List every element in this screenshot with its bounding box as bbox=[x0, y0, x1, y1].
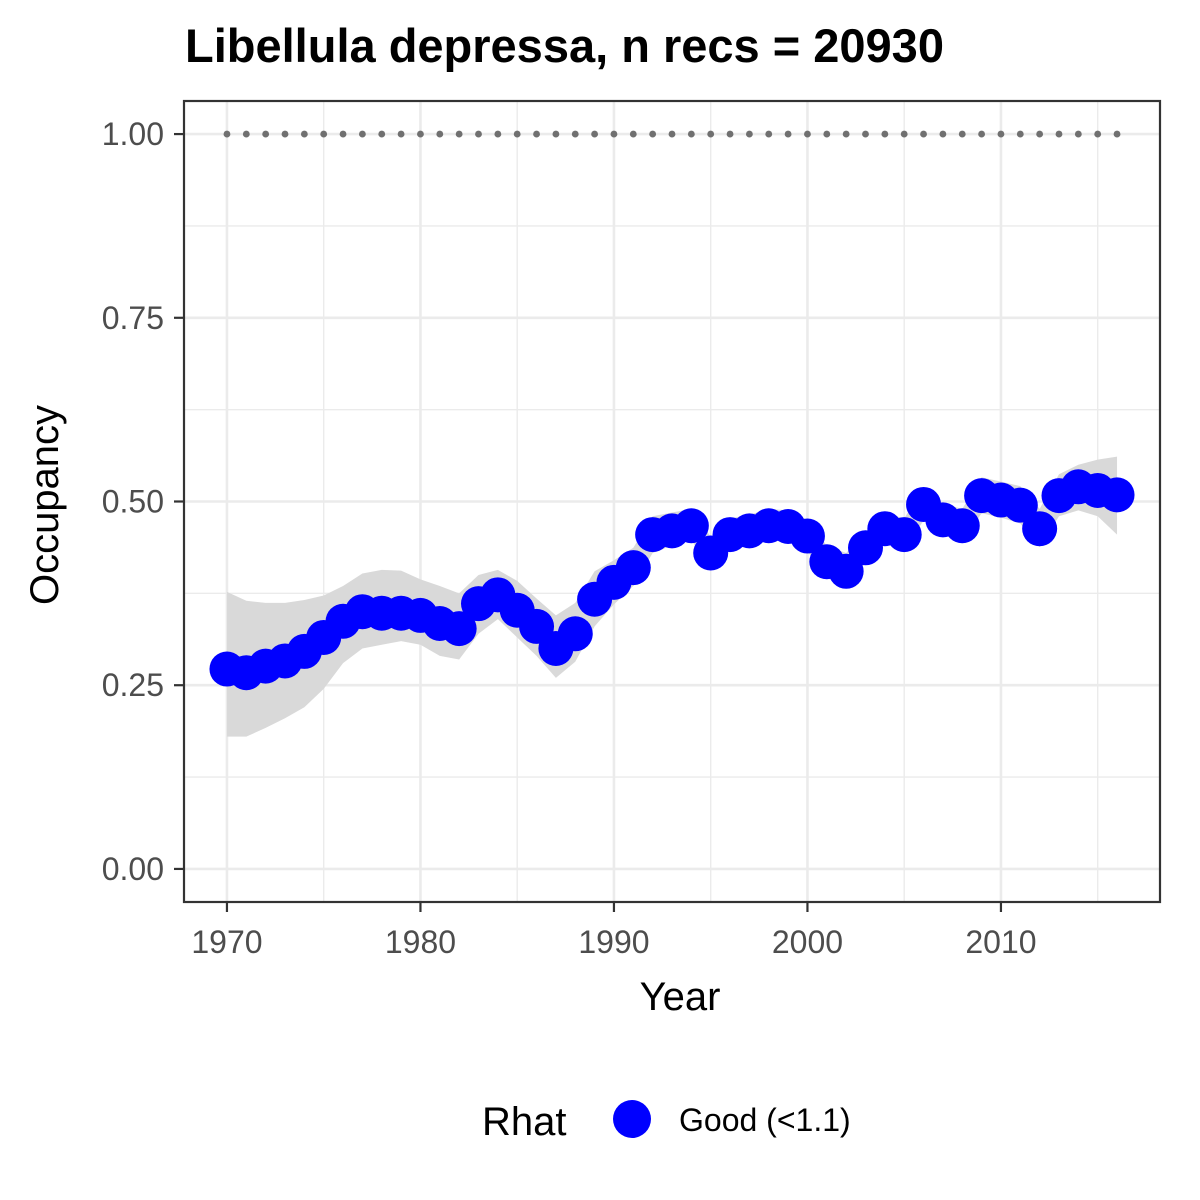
occupancy-point bbox=[789, 518, 825, 554]
y-axis-title: Occupancy bbox=[23, 405, 67, 605]
reference-line-dot bbox=[687, 130, 695, 138]
occupancy-point bbox=[1022, 511, 1058, 547]
reference-line-dot bbox=[1036, 130, 1044, 138]
occupancy-point bbox=[944, 508, 980, 544]
reference-line-dot bbox=[262, 130, 270, 138]
reference-line-dot bbox=[281, 130, 289, 138]
occupancy-point bbox=[828, 553, 864, 589]
occupancy-point bbox=[557, 616, 593, 652]
y-tick-label: 0.50 bbox=[102, 484, 164, 520]
reference-line-dot bbox=[378, 130, 386, 138]
reference-line-group bbox=[223, 130, 1121, 138]
reference-line-dot bbox=[726, 130, 734, 138]
reference-line-dot bbox=[804, 130, 811, 138]
reference-line-dot bbox=[242, 130, 250, 138]
reference-line-dot bbox=[629, 130, 637, 138]
x-tick-label: 1990 bbox=[578, 924, 649, 960]
occupancy-point bbox=[615, 550, 651, 586]
reference-line-dot bbox=[784, 130, 792, 138]
y-tick-label: 1.00 bbox=[102, 116, 164, 152]
reference-line-dot bbox=[746, 130, 753, 138]
y-tick-label: 0.25 bbox=[102, 667, 164, 703]
reference-line-dot bbox=[668, 130, 676, 138]
reference-line-dot bbox=[1055, 130, 1063, 138]
reference-line-dot bbox=[610, 130, 618, 138]
reference-line-dot bbox=[842, 130, 850, 138]
reference-line-dot bbox=[1074, 130, 1082, 138]
reference-line-dot bbox=[300, 130, 308, 138]
reference-line-dot bbox=[571, 130, 579, 138]
y-axis: 0.00 0.25 0.50 0.75 1.00 bbox=[102, 116, 184, 887]
x-tick-label: 2010 bbox=[965, 924, 1036, 960]
reference-line-dot bbox=[1094, 130, 1102, 138]
reference-line-dot bbox=[397, 130, 405, 138]
reference-line-dot bbox=[765, 130, 773, 138]
reference-line-dot bbox=[455, 130, 463, 138]
reference-line-dot bbox=[920, 130, 927, 138]
occupancy-point bbox=[1099, 477, 1135, 513]
reference-line-dot bbox=[1016, 130, 1024, 138]
reference-line-dot bbox=[900, 130, 908, 138]
occupancy-point bbox=[886, 517, 922, 553]
y-tick-label: 0.75 bbox=[102, 300, 164, 336]
reference-line-dot bbox=[939, 130, 947, 138]
reference-line-dot bbox=[533, 130, 540, 138]
occupancy-points-group bbox=[209, 469, 1135, 691]
reference-line-dot bbox=[649, 130, 657, 138]
reference-line-dot bbox=[552, 130, 560, 138]
x-axis: 1970 1980 1990 2000 2010 bbox=[191, 902, 1037, 960]
y-tick-label: 0.00 bbox=[102, 851, 164, 887]
reference-line-dot bbox=[513, 130, 521, 138]
reference-line-dot bbox=[591, 130, 598, 138]
legend-label: Good (<1.1) bbox=[679, 1102, 851, 1138]
reference-line-dot bbox=[494, 130, 502, 138]
reference-line-dot bbox=[339, 130, 347, 138]
x-axis-title: Year bbox=[640, 975, 721, 1019]
reference-line-dot bbox=[320, 130, 328, 138]
reference-line-dot bbox=[997, 130, 1005, 138]
occupancy-point bbox=[673, 508, 709, 544]
reference-line-dot bbox=[823, 130, 831, 138]
occupancy-point bbox=[1002, 487, 1038, 523]
x-tick-label: 2000 bbox=[772, 924, 843, 960]
reference-line-dot bbox=[958, 130, 966, 138]
reference-line-dot bbox=[359, 130, 366, 138]
reference-line-dot bbox=[417, 130, 424, 138]
reference-line-dot bbox=[223, 130, 231, 138]
reference-line-dot bbox=[862, 130, 869, 138]
legend-title: Rhat bbox=[482, 1100, 567, 1144]
reference-line-dot bbox=[475, 130, 482, 138]
reference-line-dot bbox=[707, 130, 715, 138]
chart-title: Libellula depressa, n recs = 20930 bbox=[185, 19, 944, 72]
reference-line-dot bbox=[436, 130, 444, 138]
legend-key-dot bbox=[613, 1100, 651, 1138]
occupancy-point bbox=[441, 611, 477, 647]
legend: Rhat Good (<1.1) bbox=[482, 1100, 851, 1144]
reference-line-dot bbox=[1113, 130, 1121, 138]
reference-line-dot bbox=[978, 130, 985, 138]
reference-line-dot bbox=[881, 130, 889, 138]
x-tick-label: 1970 bbox=[191, 924, 262, 960]
x-tick-label: 1980 bbox=[385, 924, 456, 960]
